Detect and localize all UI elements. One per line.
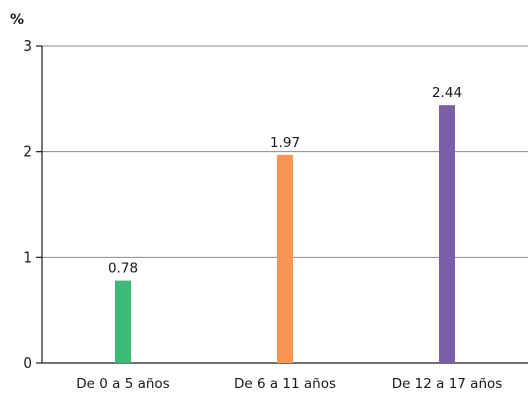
y-tick-label: 1	[23, 248, 32, 266]
category-label: De 6 a 11 años	[234, 376, 336, 392]
y-tick-label: 3	[23, 37, 32, 55]
bar	[115, 280, 131, 363]
y-axis-ticks: 0 1 2 3	[23, 37, 42, 372]
data-labels: 0.78 1.97 2.44	[108, 85, 462, 276]
category-label: De 12 a 17 años	[392, 376, 503, 392]
data-label: 0.78	[108, 261, 138, 277]
y-tick-label: 0	[23, 354, 32, 372]
y-axis-unit-label: %	[10, 12, 24, 28]
data-label: 1.97	[270, 135, 300, 151]
bar	[277, 154, 293, 363]
bar	[439, 105, 455, 363]
data-label: 2.44	[432, 85, 462, 101]
category-label: De 0 a 5 años	[76, 376, 169, 392]
y-tick-label: 2	[23, 143, 32, 161]
bars	[115, 105, 455, 363]
category-labels: De 0 a 5 años De 6 a 11 años De 12 a 17 añ…	[76, 376, 502, 392]
